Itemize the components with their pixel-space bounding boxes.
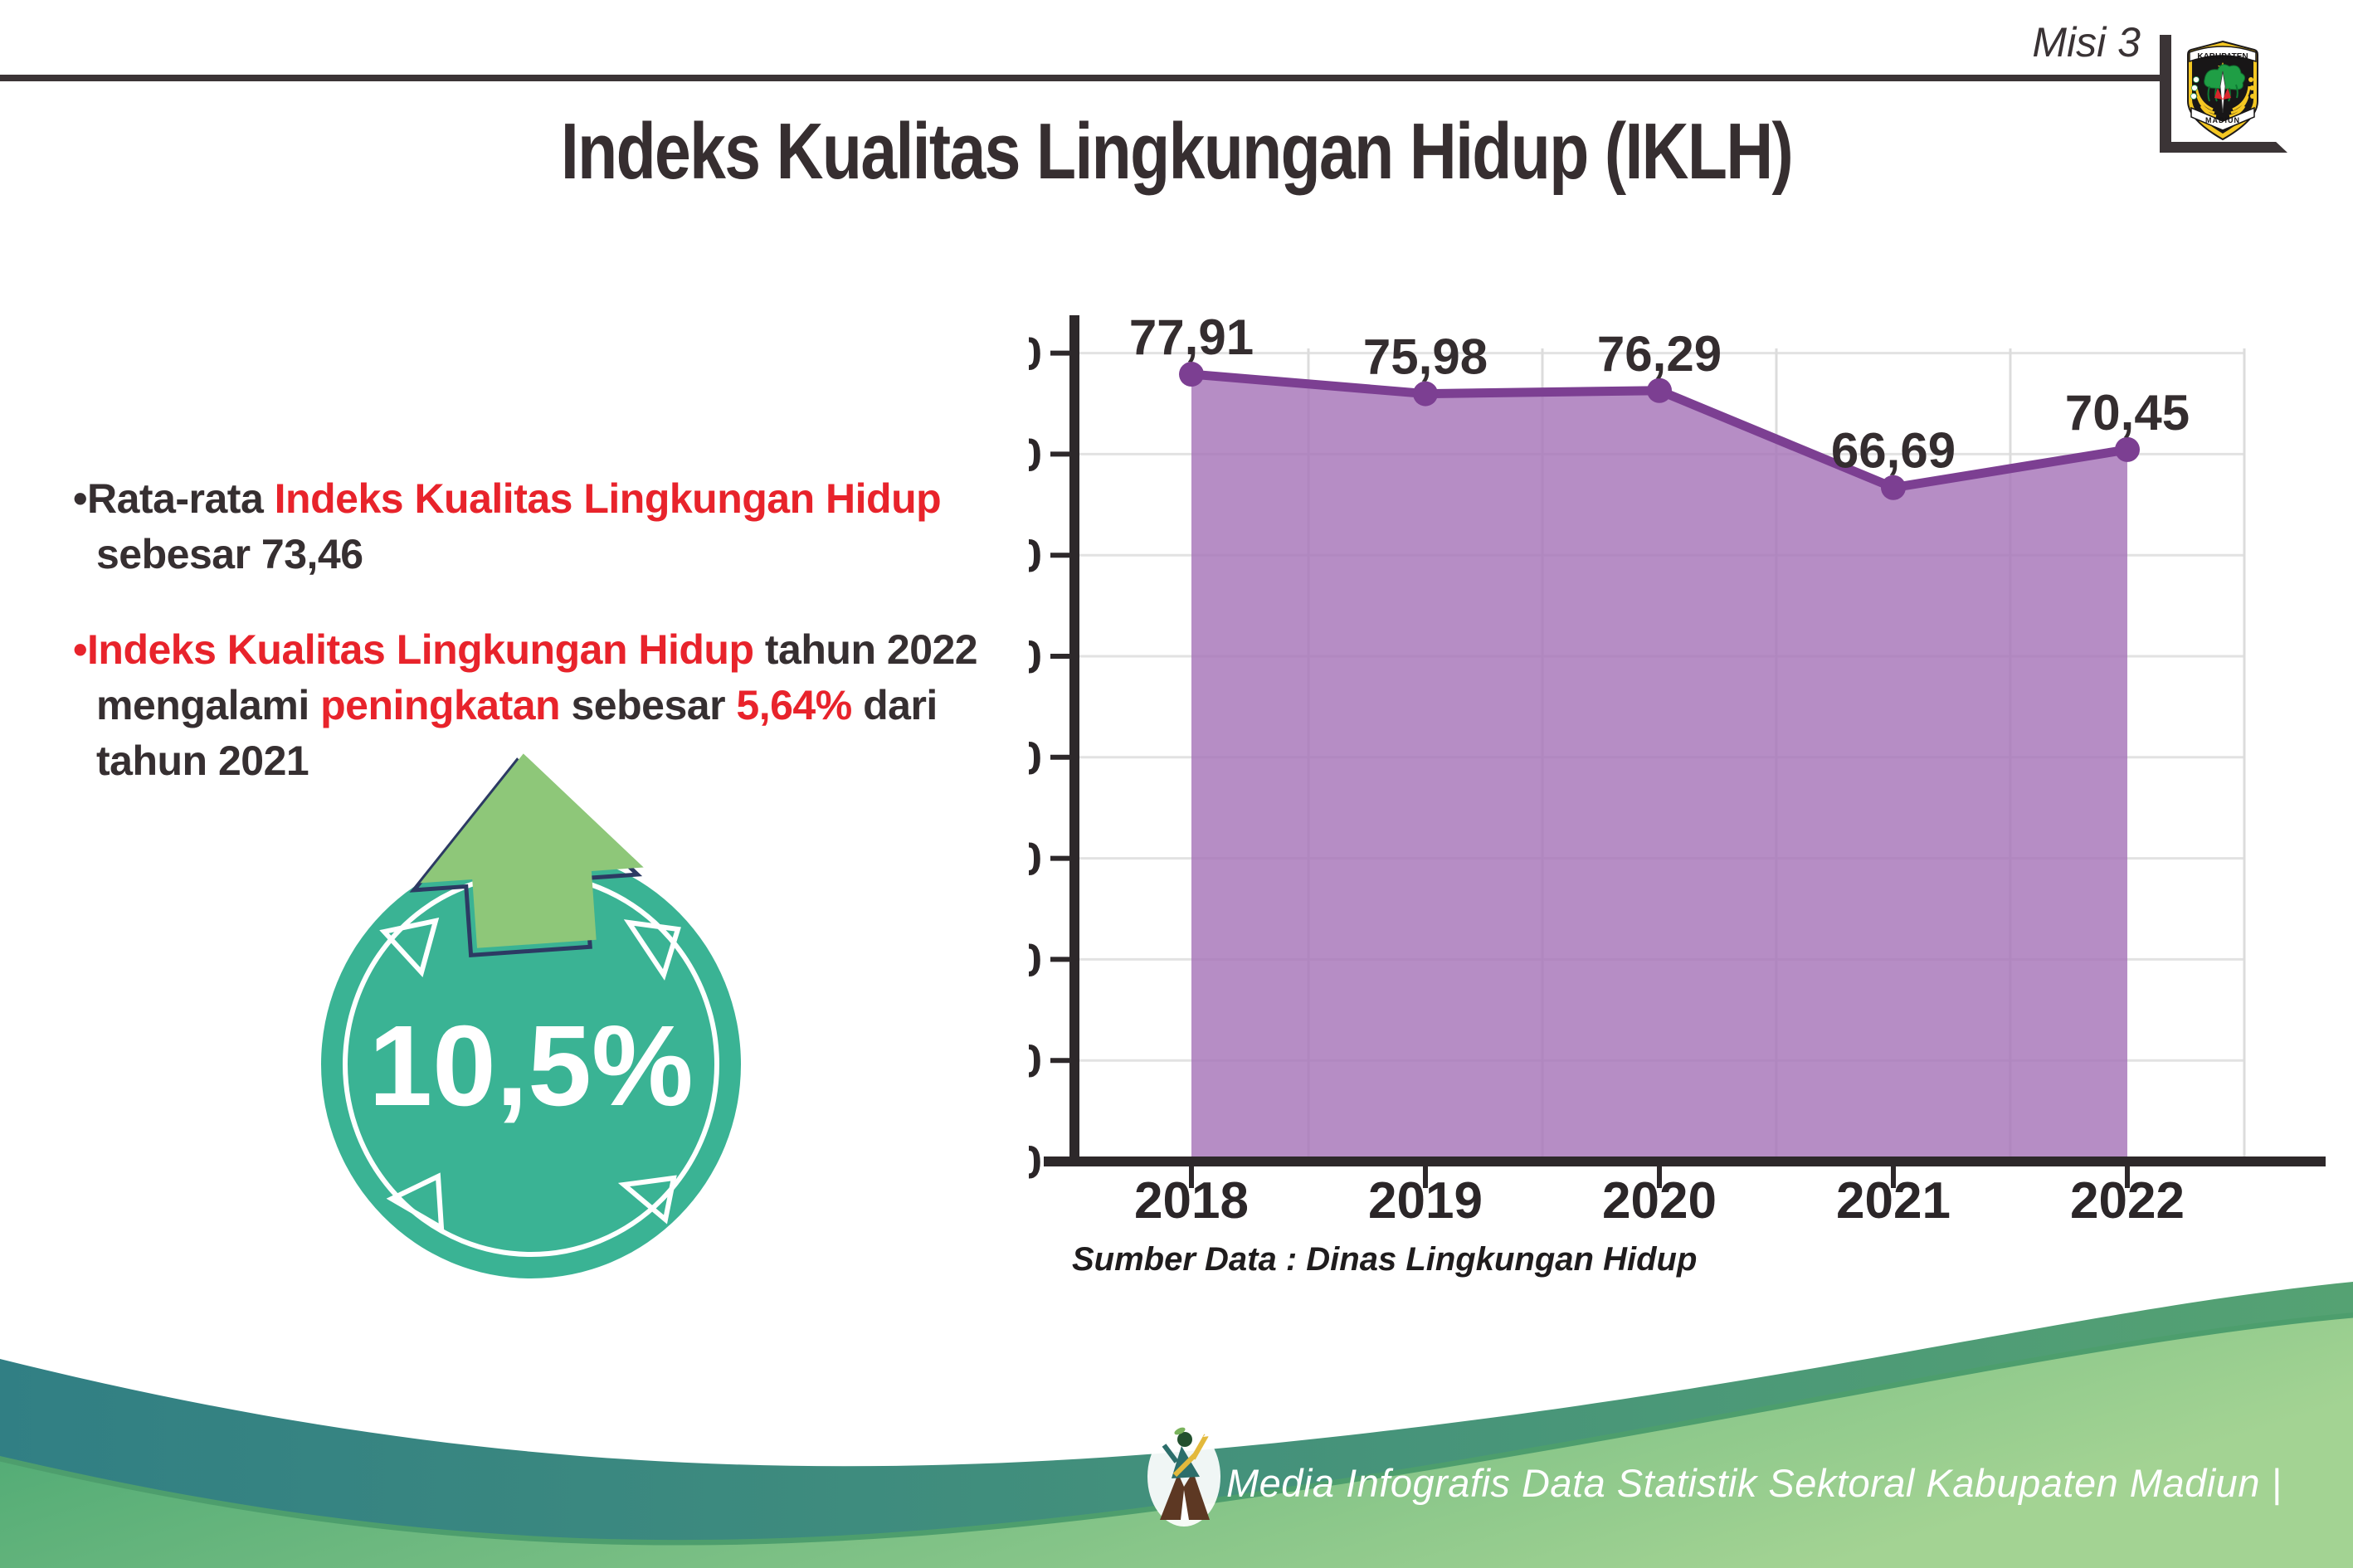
data-point-label: 76,29 xyxy=(1597,326,1722,382)
bullet2-line1: •Indeks Kualitas Lingkungan Hidup tahun … xyxy=(73,626,978,673)
bullet-iklh-increase: •Indeks Kualitas Lingkungan Hidup tahun … xyxy=(73,622,1052,789)
data-point-label: 75,98 xyxy=(1363,329,1488,385)
y-axis-label: 20 xyxy=(1029,933,1042,986)
bullet2-line2: mengalami peningkatan sebesar 5,64% dari xyxy=(96,682,938,728)
up-arrow-icon xyxy=(409,753,644,957)
footer-green-wave xyxy=(0,1312,2353,1568)
x-axis-label: 2020 xyxy=(1602,1172,1717,1230)
data-point xyxy=(1881,475,1906,500)
y-axis xyxy=(1069,315,1079,1166)
badge-value: 10,5% xyxy=(368,1002,693,1130)
data-point-label: 66,69 xyxy=(1831,423,1956,479)
area-fill xyxy=(1191,374,2127,1161)
footer-wave-decoration xyxy=(0,1282,2353,1568)
key-findings-text: •Rata-rata Indeks Kualitas Lingkungan Hi… xyxy=(73,471,1052,789)
y-axis-label: 10 xyxy=(1029,1035,1042,1087)
mascot-icon xyxy=(1147,1425,1220,1527)
kabupaten-madiun-logo-icon: KABUPATEN MADIUN xyxy=(2187,40,2258,141)
y-axis-label: 30 xyxy=(1029,833,1042,885)
footer-teal-wave xyxy=(0,1282,2353,1541)
logo-top-text: KABUPATEN xyxy=(2197,52,2248,61)
bullet1-line2: sebesar 73,46 xyxy=(96,531,363,577)
logo-bottom-text: MADIUN xyxy=(2205,116,2240,124)
y-axis-label: 80 xyxy=(1029,328,1042,380)
x-axis-label: 2021 xyxy=(1836,1172,1951,1230)
y-axis-label: 40 xyxy=(1029,732,1042,784)
data-source-note: Sumber Data : Dinas Lingkungan Hidup xyxy=(1072,1241,1698,1278)
x-axis-label: 2018 xyxy=(1134,1172,1249,1230)
x-axis-label: 2022 xyxy=(2070,1172,2185,1230)
bullet2-line3: tahun 2021 xyxy=(96,738,309,784)
y-axis-label: 60 xyxy=(1029,529,1042,582)
y-axis-label: 70 xyxy=(1029,428,1042,480)
page-title: Indeks Kualitas Lingkungan Hidup (IKLH) xyxy=(560,107,1794,196)
y-axis-label: 50 xyxy=(1029,631,1042,683)
logo-bracket-horizontal xyxy=(2160,142,2287,153)
x-axis-label: 2019 xyxy=(1368,1172,1483,1230)
data-point-label: 70,45 xyxy=(2065,385,2190,441)
footer-credit-text: Media Infografis Data Statistik Sektoral… xyxy=(1226,1461,2282,1505)
logo-bracket-vertical xyxy=(2160,35,2171,153)
bullet-average-iklh: •Rata-rata Indeks Kualitas Lingkungan Hi… xyxy=(73,471,1052,582)
x-axis xyxy=(1044,1157,2326,1166)
iklh-area-chart: 0 10 20 30 40 50 60 70 80 2018 2019 2020 2021 2022 77,… xyxy=(1029,315,2326,1230)
misi-label: Misi 3 xyxy=(2032,19,2141,66)
data-point xyxy=(1179,362,1204,387)
data-point xyxy=(1647,377,1672,403)
bullet1-line1: •Rata-rata Indeks Kualitas Lingkungan Hi… xyxy=(73,475,942,522)
data-point xyxy=(1413,381,1438,407)
header-rule xyxy=(0,75,2161,81)
data-point-label: 77,91 xyxy=(1129,315,1254,365)
badge-triangle-accents xyxy=(379,918,681,1233)
y-axis-label: 0 xyxy=(1029,1136,1042,1188)
data-point xyxy=(2115,436,2140,462)
increase-badge: 10,5% xyxy=(321,753,741,1278)
